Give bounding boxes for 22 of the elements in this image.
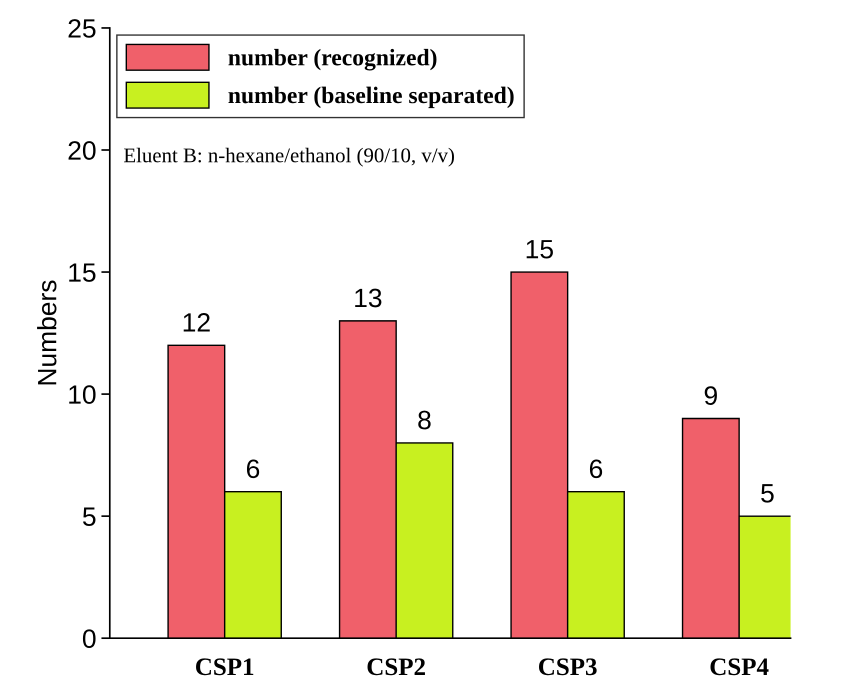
y-tick-label: 10 bbox=[69, 385, 96, 404]
legend-label: number (baseline separated) bbox=[228, 86, 514, 108]
x-tick-label: CSP4 bbox=[710, 658, 769, 676]
y-tick-label: 0 bbox=[82, 629, 96, 648]
data-label: 6 bbox=[246, 459, 260, 478]
data-label: 15 bbox=[526, 240, 553, 258]
data-label: 6 bbox=[590, 459, 602, 478]
y-tick-label: 5 bbox=[82, 508, 96, 526]
y-tick-label: 20 bbox=[68, 141, 96, 160]
legend-label: number (recognized) bbox=[228, 48, 436, 70]
data-label: 8 bbox=[418, 410, 431, 430]
data-label: 9 bbox=[704, 386, 717, 405]
y-axis-title: Numbers bbox=[37, 280, 56, 384]
x-tick-label: CSP2 bbox=[368, 658, 425, 676]
annotation: Eluent B: n-hexane/ethanol (90/10, v/v) bbox=[124, 148, 454, 167]
x-tick-label: CSP1 bbox=[196, 658, 254, 676]
data-label: 12 bbox=[184, 313, 210, 332]
x-tick-label: CSP3 bbox=[539, 658, 597, 676]
data-label: 5 bbox=[761, 484, 774, 503]
y-tick-label: 15 bbox=[69, 263, 96, 282]
y-tick-label: 25 bbox=[68, 19, 96, 38]
data-label: 13 bbox=[355, 288, 382, 308]
